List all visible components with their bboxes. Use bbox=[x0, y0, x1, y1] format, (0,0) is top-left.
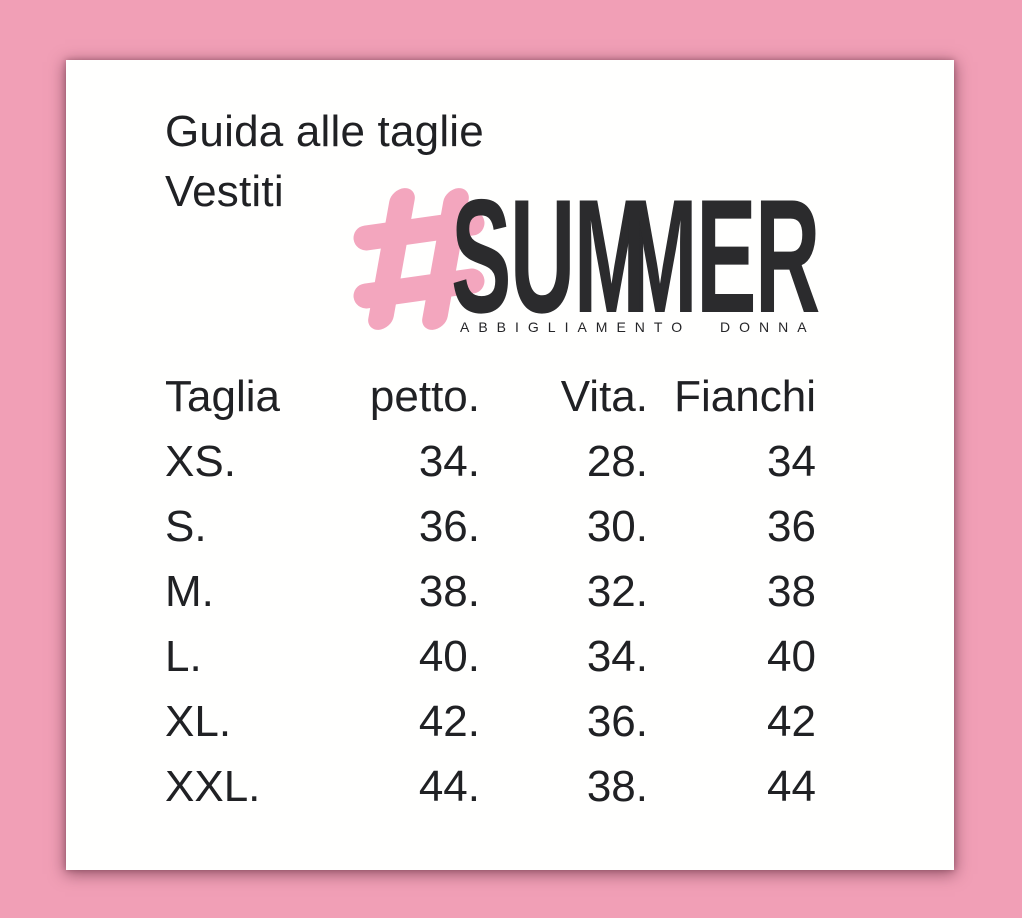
chest-value: 44. bbox=[418, 762, 480, 811]
chest-value: 42. bbox=[418, 697, 480, 746]
page-header: Guida alle taglie Vestiti bbox=[165, 102, 484, 222]
waist-value: 34. bbox=[586, 632, 648, 681]
hips-value: 34 bbox=[767, 437, 816, 486]
size-label: XXL. bbox=[165, 762, 261, 811]
column-header-petto: petto. bbox=[369, 372, 480, 421]
chest-value: 38. bbox=[418, 567, 480, 616]
chest-value: 34. bbox=[418, 437, 480, 486]
hips-value: 36 bbox=[767, 502, 816, 551]
page-subtitle: Vestiti bbox=[165, 167, 284, 216]
waist-value: 32. bbox=[586, 567, 648, 616]
size-label: XL. bbox=[165, 697, 232, 746]
waist-value: 28. bbox=[586, 437, 648, 486]
size-label: S. bbox=[165, 502, 207, 551]
hips-value: 38 bbox=[767, 567, 816, 616]
hips-value: 40 bbox=[767, 632, 816, 681]
page-title: Guida alle taglie bbox=[165, 107, 484, 156]
waist-value: 30. bbox=[586, 502, 648, 551]
column-header-taglia: Taglia bbox=[165, 372, 280, 421]
hips-value: 44 bbox=[767, 762, 816, 811]
size-label: M. bbox=[165, 567, 214, 616]
column-header-fianchi: Fianchi bbox=[674, 372, 816, 421]
wordmark-part: SU bbox=[451, 166, 575, 347]
wordmark-part: M bbox=[573, 166, 650, 347]
wordmark-part: ER bbox=[696, 166, 820, 347]
column-header-vita: Vita. bbox=[560, 372, 648, 421]
size-table: Taglia petto. Vita. Fianchi XS. 34. 28. … bbox=[165, 364, 816, 819]
hips-value: 42 bbox=[767, 697, 816, 746]
chest-value: 36. bbox=[418, 502, 480, 551]
brand-wordmark: SUMMER bbox=[451, 166, 820, 347]
chest-value: 40. bbox=[418, 632, 480, 681]
brand-tagline: ABBIGLIAMENTO DONNA bbox=[460, 319, 816, 335]
wordmark-part: M bbox=[622, 166, 698, 347]
size-label: L. bbox=[165, 632, 202, 681]
waist-value: 36. bbox=[586, 697, 648, 746]
size-guide-card: Guida alle taglie Vestiti SUMMER ABBIGLI… bbox=[66, 60, 954, 870]
waist-value: 38. bbox=[586, 762, 648, 811]
size-label: XS. bbox=[165, 437, 236, 486]
hashtag-bar bbox=[366, 187, 417, 331]
